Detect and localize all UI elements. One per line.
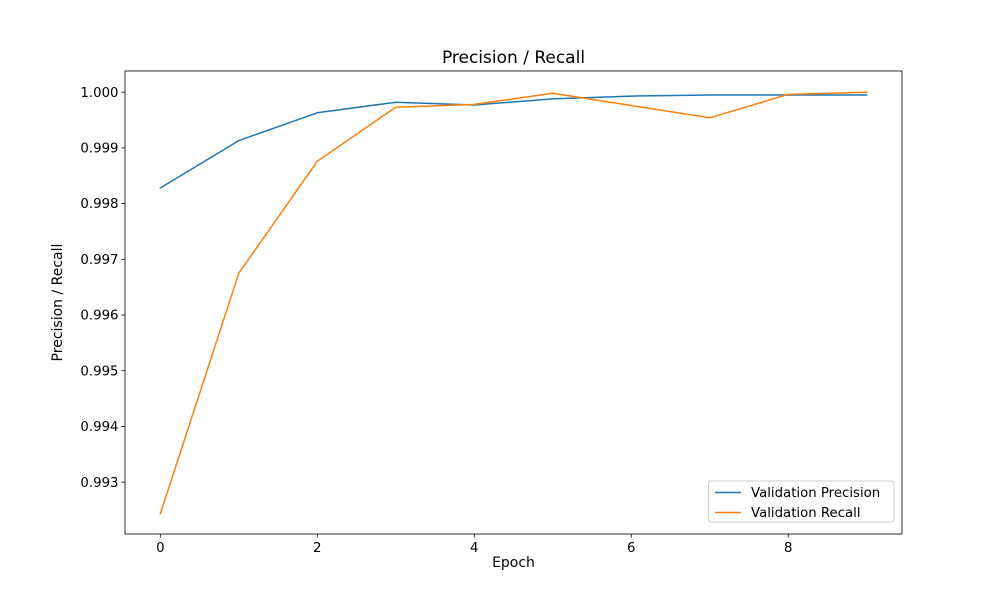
- x-axis-label: Epoch: [492, 555, 535, 571]
- y-tick-label: 0.993: [80, 476, 118, 491]
- y-axis-label: Precision / Recall: [50, 244, 66, 362]
- chart-title: Precision / Recall: [442, 48, 585, 68]
- legend: Validation Precision Validation Recall: [708, 480, 895, 523]
- legend-label-precision: Validation Precision: [751, 486, 880, 501]
- x-tick-label: 2: [313, 541, 321, 556]
- y-tick-label: 0.994: [80, 420, 118, 435]
- legend-label-recall: Validation Recall: [751, 506, 861, 521]
- y-tick-label: 0.995: [80, 364, 118, 379]
- x-tick-label: 4: [470, 541, 478, 556]
- series-line-validation-recall: [159, 91, 868, 515]
- y-tick-label: 0.996: [80, 309, 118, 324]
- x-tick-label: 8: [784, 541, 792, 556]
- plot-area: 0 2 4 6 8 0.993 0.994 0.995 0.996 0.997 0.998 0.999…: [80, 70, 903, 556]
- x-tick-label: 0: [156, 541, 164, 556]
- x-tick-label: 6: [627, 541, 635, 556]
- y-tick-label: 0.998: [80, 197, 118, 212]
- y-tick-label: 1.000: [80, 86, 118, 101]
- y-tick-label: 0.999: [80, 141, 118, 156]
- y-tick-label: 0.997: [80, 253, 118, 268]
- legend-box: [708, 480, 895, 523]
- series-line-validation-precision: [159, 94, 868, 189]
- axes-spines: [124, 70, 903, 535]
